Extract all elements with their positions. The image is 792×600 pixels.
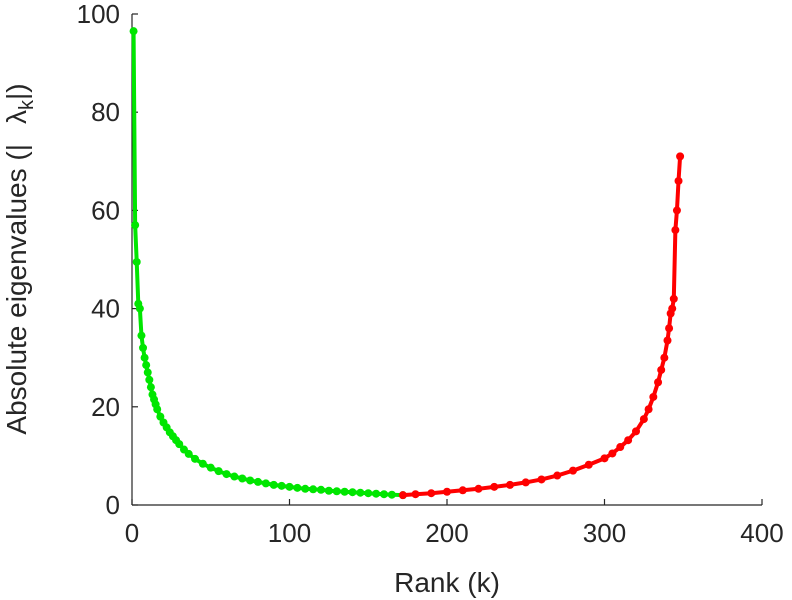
y-tick-label: 20 xyxy=(91,392,120,422)
data-point xyxy=(427,489,436,498)
data-point xyxy=(293,483,302,492)
data-point xyxy=(191,454,199,463)
data-point xyxy=(254,477,262,486)
data-point xyxy=(657,365,666,374)
data-point xyxy=(137,331,146,340)
data-point xyxy=(644,405,653,414)
x-tick-label: 400 xyxy=(740,518,783,548)
data-point xyxy=(654,378,663,387)
y-ticks: 0 20 40 60 80 100 xyxy=(77,0,138,520)
data-point xyxy=(458,486,467,495)
series-layer xyxy=(129,27,685,500)
y-tick-label: 80 xyxy=(91,97,120,127)
data-point xyxy=(608,449,617,458)
data-point xyxy=(140,353,149,362)
data-point xyxy=(639,415,648,424)
data-point xyxy=(246,476,255,485)
y-tick-label: 100 xyxy=(77,0,120,29)
data-point xyxy=(474,484,483,493)
data-point xyxy=(301,484,310,493)
data-point xyxy=(131,221,140,230)
data-point xyxy=(665,324,674,333)
data-point xyxy=(553,471,562,480)
data-point xyxy=(632,427,640,436)
series-1 xyxy=(129,27,407,500)
data-point xyxy=(398,491,407,500)
data-point xyxy=(309,485,318,494)
y-axis-label-suffix: |) xyxy=(1,83,32,100)
data-point xyxy=(624,436,633,445)
data-point xyxy=(600,454,609,463)
y-axis-label: Absolute eigenvalues (| λk|) xyxy=(1,83,38,434)
data-point xyxy=(671,226,680,235)
data-point xyxy=(616,443,625,452)
x-axis-label: Rank (k) xyxy=(394,567,500,598)
x-tick-label: 300 xyxy=(583,518,626,548)
data-point xyxy=(324,486,333,495)
data-point xyxy=(145,375,154,384)
data-point xyxy=(569,466,577,475)
data-point xyxy=(669,294,678,303)
data-point xyxy=(184,449,193,458)
series-line xyxy=(400,154,683,498)
data-point xyxy=(521,478,530,487)
data-point xyxy=(649,392,658,401)
data-point xyxy=(674,176,683,185)
y-tick-label: 40 xyxy=(91,294,120,324)
data-point xyxy=(332,487,341,496)
data-point xyxy=(380,490,388,499)
data-point xyxy=(387,490,396,499)
data-point xyxy=(490,482,499,491)
y-tick-label: 0 xyxy=(106,490,120,520)
data-point xyxy=(135,304,144,313)
data-point xyxy=(175,440,184,449)
data-point xyxy=(348,488,357,497)
data-point xyxy=(132,257,141,266)
data-point xyxy=(129,27,138,36)
data-point xyxy=(261,479,270,488)
data-point xyxy=(214,467,223,476)
data-point xyxy=(537,475,546,484)
data-point xyxy=(676,152,685,161)
data-point xyxy=(356,488,365,497)
data-point xyxy=(198,459,207,468)
x-ticks: 0 100 200 300 400 xyxy=(125,499,784,548)
data-point xyxy=(139,343,148,352)
data-point xyxy=(146,383,155,392)
x-tick-label: 0 xyxy=(125,518,139,548)
data-point xyxy=(153,405,162,414)
data-point xyxy=(506,480,514,489)
data-point xyxy=(672,206,681,215)
data-point xyxy=(156,412,165,421)
y-axis-label-lambda: λ xyxy=(1,110,32,124)
data-point xyxy=(372,489,381,498)
y-tick-label: 60 xyxy=(91,195,120,225)
x-tick-label: 100 xyxy=(268,518,311,548)
data-point xyxy=(340,487,349,496)
data-point xyxy=(269,480,278,489)
series-2 xyxy=(398,152,685,500)
data-point xyxy=(663,336,672,345)
data-point xyxy=(364,489,373,498)
data-point xyxy=(277,481,286,490)
data-point xyxy=(584,460,593,469)
axes xyxy=(131,14,762,506)
data-point xyxy=(222,470,231,479)
series-line xyxy=(131,29,405,498)
data-point xyxy=(317,485,325,494)
y-axis-label-subscript: k xyxy=(16,99,38,110)
y-axis-label-prefix: Absolute eigenvalues (| xyxy=(1,144,32,435)
data-point xyxy=(230,472,239,481)
data-point xyxy=(143,368,152,377)
data-point xyxy=(142,361,151,370)
data-point xyxy=(206,463,215,472)
x-tick-label: 200 xyxy=(425,518,468,548)
data-point xyxy=(411,490,420,499)
data-point xyxy=(285,482,294,491)
data-point xyxy=(238,474,247,483)
data-point xyxy=(660,353,669,362)
data-point xyxy=(668,304,677,313)
data-point xyxy=(443,487,451,496)
